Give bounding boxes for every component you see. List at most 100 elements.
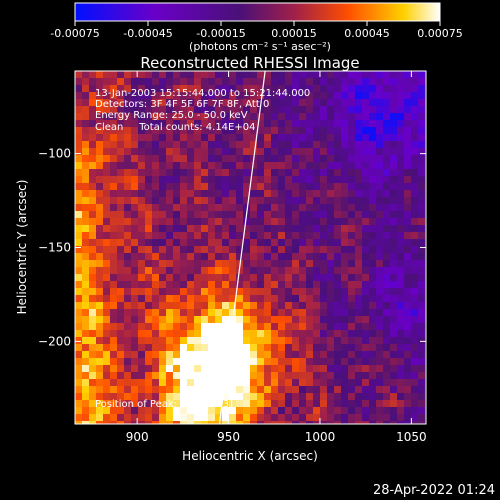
heatmap-pixel [411,400,418,407]
heatmap-pixel [313,253,320,260]
heatmap-pixel [229,99,236,106]
heatmap-pixel [299,218,306,225]
heatmap-pixel [173,169,180,176]
heatmap-pixel [89,393,96,400]
heatmap-pixel [278,386,285,393]
heatmap-pixel [110,197,117,204]
heatmap-pixel [411,407,418,414]
heatmap-pixel [222,85,229,92]
heatmap-pixel [306,92,313,99]
heatmap-pixel [369,85,376,92]
heatmap-pixel [138,372,145,379]
heatmap-pixel [327,344,334,351]
heatmap-pixel [341,316,348,323]
heatmap-pixel [292,351,299,358]
heatmap-pixel [173,414,180,421]
heatmap-pixel [313,393,320,400]
heatmap-pixel [418,288,425,295]
heatmap-pixel [313,141,320,148]
heatmap-pixel [159,344,166,351]
heatmap-pixel [222,288,229,295]
heatmap-pixel [313,414,320,421]
heatmap-pixel [110,225,117,232]
heatmap-pixel [194,120,201,127]
heatmap-pixel [278,372,285,379]
heatmap-pixel [208,414,215,421]
heatmap-pixel [327,379,334,386]
heatmap-pixel [201,225,208,232]
heatmap-pixel [418,78,425,85]
heatmap-pixel [173,148,180,155]
heatmap-pixel [159,71,166,78]
heatmap-pixel [362,274,369,281]
heatmap-pixel [257,316,264,323]
heatmap-pixel [103,379,110,386]
heatmap-pixel [145,253,152,260]
heatmap-pixel [250,127,257,134]
heatmap-pixel [138,400,145,407]
heatmap-pixel [201,183,208,190]
heatmap-pixel [299,344,306,351]
heatmap-pixel [201,190,208,197]
heatmap-pixel [404,120,411,127]
heatmap-pixel [89,211,96,218]
heatmap-pixel [117,372,124,379]
heatmap-pixel [292,358,299,365]
heatmap-pixel [145,323,152,330]
heatmap-pixel [250,393,257,400]
heatmap-pixel [327,99,334,106]
heatmap-pixel [208,211,215,218]
heatmap-pixel [334,393,341,400]
heatmap-pixel [299,358,306,365]
heatmap-pixel [243,169,250,176]
heatmap-pixel [355,372,362,379]
heatmap-pixel [404,239,411,246]
heatmap-pixel [278,183,285,190]
heatmap-pixel [180,99,187,106]
heatmap-pixel [306,162,313,169]
heatmap-pixel [110,85,117,92]
heatmap-pixel [131,141,138,148]
heatmap-pixel [89,274,96,281]
heatmap-pixel [250,120,257,127]
heatmap-pixel [320,386,327,393]
heatmap-pixel [341,155,348,162]
heatmap-pixel [166,386,173,393]
heatmap-pixel [355,127,362,134]
heatmap-pixel [96,365,103,372]
heatmap-pixel [215,155,222,162]
heatmap-pixel [313,372,320,379]
colorbar-units: (photons cm⁻² s⁻¹ asec⁻²) [189,40,331,53]
heatmap-pixel [285,407,292,414]
heatmap-pixel [138,246,145,253]
heatmap-pixel [320,421,327,424]
heatmap-pixel [166,225,173,232]
heatmap-pixel [152,239,159,246]
heatmap-pixel [173,162,180,169]
heatmap-pixel [299,141,306,148]
heatmap-pixel [173,267,180,274]
heatmap-pixel [236,197,243,204]
heatmap-pixel [355,421,362,424]
heatmap-pixel [243,351,250,358]
heatmap-pixel [362,92,369,99]
heatmap-pixel [313,127,320,134]
heatmap-pixel [187,372,194,379]
heatmap-pixel [96,323,103,330]
heatmap-pixel [215,148,222,155]
heatmap-pixel [96,421,103,424]
heatmap-pixel [334,337,341,344]
heatmap-pixel [180,78,187,85]
heatmap-pixel [131,288,138,295]
heatmap-pixel [103,407,110,414]
heatmap-pixel [292,225,299,232]
heatmap-pixel [138,106,145,113]
heatmap-pixel [397,204,404,211]
heatmap-pixel [194,148,201,155]
heatmap-pixel [285,190,292,197]
heatmap-pixel [250,379,257,386]
heatmap-pixel [299,372,306,379]
heatmap-pixel [89,232,96,239]
heatmap-pixel [404,309,411,316]
heatmap-pixel [96,176,103,183]
